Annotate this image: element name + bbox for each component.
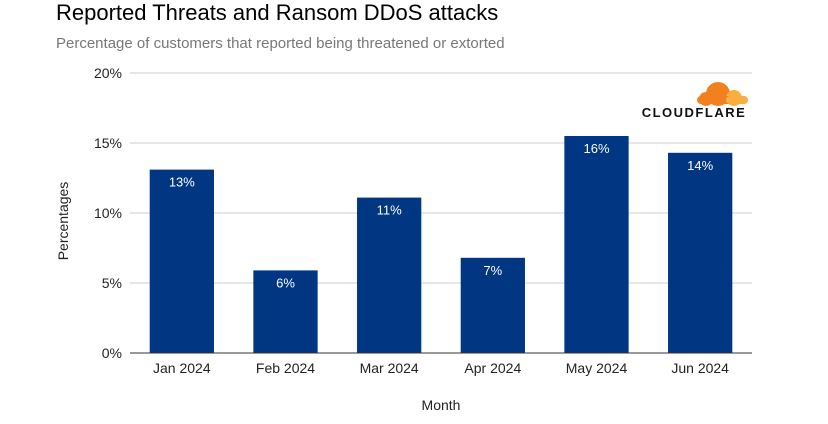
x-tick-label: Apr 2024 [464, 360, 521, 376]
bar [253, 270, 318, 353]
y-tick-label: 0% [102, 345, 122, 361]
y-axis-title: Percentages [55, 182, 71, 261]
bar [668, 152, 733, 353]
y-tick-label: 5% [102, 275, 122, 291]
bar [357, 197, 422, 353]
x-tick-label: Mar 2024 [360, 360, 419, 376]
bar [564, 136, 629, 353]
data-label: 16% [583, 141, 609, 156]
cloudflare-logo: CLOUDFLARE [642, 82, 748, 120]
cloud-icon [697, 82, 748, 106]
x-tick-label: Feb 2024 [256, 360, 315, 376]
bars: 13% 6% 11% 7% 16% 14% [149, 136, 733, 353]
data-label: 6% [276, 275, 295, 290]
data-label: 7% [483, 263, 502, 278]
y-tick-label: 10% [94, 205, 122, 221]
x-axis-title: Month [422, 397, 461, 413]
data-label: 14% [687, 158, 713, 173]
chart-title: Reported Threats and Ransom DDoS attacks [56, 0, 499, 25]
x-tick-label: Jun 2024 [671, 360, 729, 376]
bar [460, 257, 525, 353]
gridlines [130, 72, 752, 284]
x-tick-label: May 2024 [566, 360, 628, 376]
y-axis-ticks: 0% 5% 10% 15% 20% [94, 65, 122, 361]
y-tick-label: 20% [94, 65, 122, 81]
bar [149, 169, 214, 353]
chart-subtitle: Percentage of customers that reported be… [56, 35, 505, 52]
logo-text: CLOUDFLARE [642, 105, 747, 120]
x-axis-ticks: Jan 2024 Feb 2024 Mar 2024 Apr 2024 May 2024… [153, 360, 729, 376]
data-label: 13% [169, 175, 195, 190]
data-label: 11% [377, 203, 402, 218]
x-tick-label: Jan 2024 [153, 360, 211, 376]
y-tick-label: 15% [94, 135, 122, 151]
